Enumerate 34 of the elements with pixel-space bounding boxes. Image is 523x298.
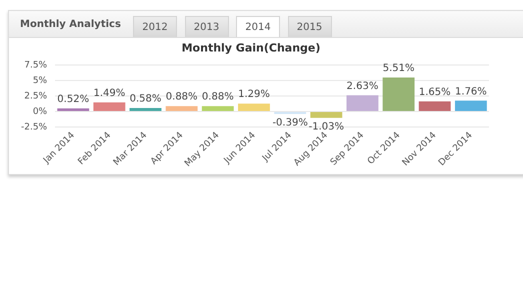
data-label: 1.29% [238, 89, 270, 100]
data-label: 2.63% [346, 80, 378, 92]
bar [202, 106, 234, 112]
text: Monthly Analytics [20, 19, 121, 30]
text: 2014 [236, 16, 280, 37]
data-label: 1.65% [418, 86, 451, 98]
data-label: 0.58% [130, 94, 162, 105]
bar [57, 108, 90, 112]
data-label: 0.88% [166, 92, 198, 103]
text: 2015 [288, 16, 332, 37]
data-label: 0.88% [202, 92, 234, 103]
bar [166, 106, 198, 112]
data-label: -1.03% [308, 122, 344, 132]
data-label: 1.49% [93, 88, 126, 99]
y-tick-label: 7.5% [24, 60, 48, 71]
y-tick-label: 5% [32, 76, 48, 86]
bar [454, 100, 487, 112]
bar [310, 112, 342, 118]
data-label: 5.51% [382, 63, 414, 74]
y-tick-label: -2.5% [20, 122, 48, 132]
data-label: -0.39% [272, 118, 308, 129]
chart-title: Monthly Gain(Change) [182, 41, 320, 54]
text: 2012 [133, 16, 177, 37]
bar [238, 104, 270, 112]
y-tick-label: 2.5% [24, 91, 48, 102]
data-label: 1.76% [455, 86, 487, 98]
data-label: 0.52% [57, 94, 90, 105]
bar [93, 102, 126, 112]
bar [130, 108, 162, 112]
bar [418, 101, 451, 112]
y-tick-label: 0% [32, 106, 48, 117]
bar [382, 77, 415, 112]
text: 2013 [184, 16, 228, 37]
bar [346, 95, 378, 112]
